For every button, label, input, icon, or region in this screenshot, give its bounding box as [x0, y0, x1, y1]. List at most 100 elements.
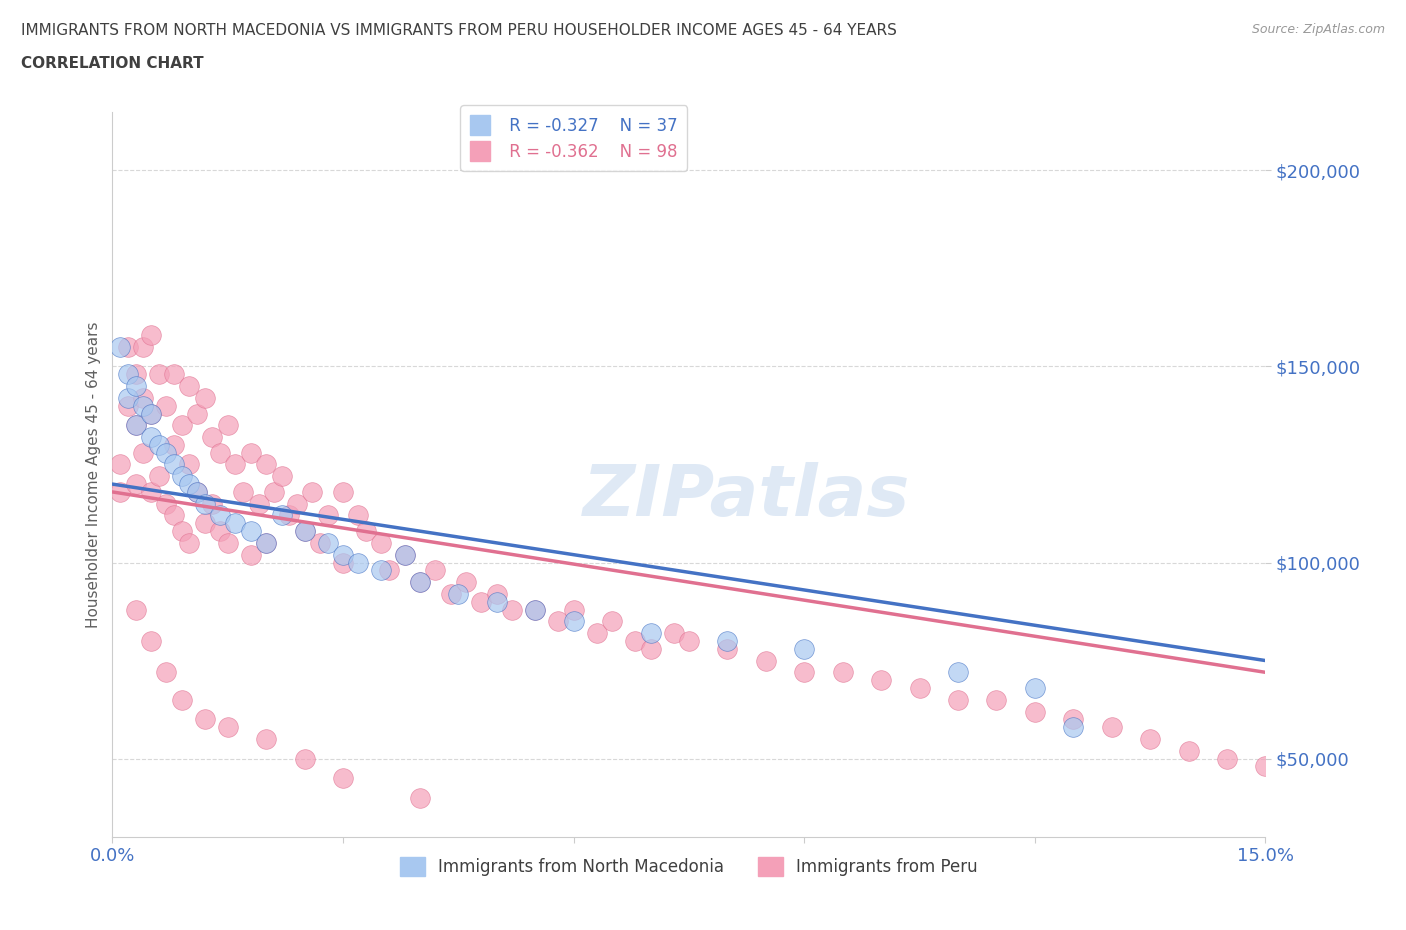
Point [163, 437, 186, 452]
Point [209, 524, 232, 538]
Point [755, 653, 778, 668]
Point [254, 457, 277, 472]
Point [524, 602, 547, 617]
Point [209, 445, 232, 460]
Point [179, 457, 201, 472]
Point [1062, 720, 1084, 735]
Point [485, 587, 508, 602]
Point [470, 594, 492, 609]
Point [1024, 704, 1046, 719]
Text: CORRELATION CHART: CORRELATION CHART [21, 56, 204, 71]
Point [370, 563, 392, 578]
Point [640, 642, 662, 657]
Point [440, 587, 463, 602]
Point [378, 563, 401, 578]
Point [201, 497, 224, 512]
Point [394, 547, 416, 562]
Point [170, 524, 193, 538]
Point [1062, 712, 1084, 727]
Point [163, 366, 186, 381]
Point [793, 642, 815, 657]
Point [155, 665, 177, 680]
Point [986, 692, 1008, 707]
Point [232, 485, 254, 499]
Point [148, 469, 170, 484]
Point [179, 477, 201, 492]
Point [139, 633, 162, 648]
Point [716, 633, 738, 648]
Point [394, 547, 416, 562]
Point [332, 547, 354, 562]
Point [163, 457, 186, 472]
Point [1254, 759, 1277, 774]
Point [117, 339, 139, 354]
Point [155, 398, 177, 413]
Point [194, 391, 217, 405]
Point [124, 602, 146, 617]
Point [117, 391, 139, 405]
Point [239, 547, 262, 562]
Point [148, 437, 170, 452]
Point [1101, 720, 1123, 735]
Point [1024, 681, 1046, 696]
Point [186, 406, 208, 421]
Point [1139, 732, 1161, 747]
Point [316, 536, 339, 551]
Point [301, 485, 323, 499]
Point [132, 398, 155, 413]
Point [254, 536, 277, 551]
Point [562, 614, 585, 629]
Point [108, 485, 131, 499]
Point [716, 642, 738, 657]
Point [163, 508, 186, 523]
Point [139, 430, 162, 445]
Point [201, 430, 224, 445]
Point [370, 536, 392, 551]
Point [332, 485, 354, 499]
Point [501, 602, 523, 617]
Point [148, 366, 170, 381]
Point [425, 563, 447, 578]
Point [409, 575, 432, 590]
Point [624, 633, 647, 648]
Point [224, 516, 246, 531]
Point [332, 771, 354, 786]
Point [454, 575, 477, 590]
Point [132, 391, 155, 405]
Point [239, 445, 262, 460]
Point [294, 751, 316, 766]
Point [124, 418, 146, 432]
Point [179, 379, 201, 393]
Point [409, 575, 432, 590]
Point [1177, 743, 1199, 758]
Point [124, 477, 146, 492]
Point [139, 485, 162, 499]
Point [524, 602, 547, 617]
Point [155, 445, 177, 460]
Point [194, 497, 217, 512]
Point [209, 508, 232, 523]
Point [224, 457, 246, 472]
Point [585, 626, 607, 641]
Point [447, 587, 470, 602]
Point [294, 524, 316, 538]
Point [108, 457, 131, 472]
Point [294, 524, 316, 538]
Point [870, 672, 893, 687]
Point [285, 497, 308, 512]
Point [217, 418, 239, 432]
Point [678, 633, 700, 648]
Text: Source: ZipAtlas.com: Source: ZipAtlas.com [1251, 23, 1385, 36]
Point [1216, 751, 1239, 766]
Point [254, 732, 277, 747]
Point [124, 418, 146, 432]
Point [186, 485, 208, 499]
Point [186, 485, 208, 499]
Point [908, 681, 931, 696]
Point [124, 379, 146, 393]
Point [662, 626, 685, 641]
Point [547, 614, 569, 629]
Y-axis label: Householder Income Ages 45 - 64 years: Householder Income Ages 45 - 64 years [86, 321, 101, 628]
Point [793, 665, 815, 680]
Point [332, 555, 354, 570]
